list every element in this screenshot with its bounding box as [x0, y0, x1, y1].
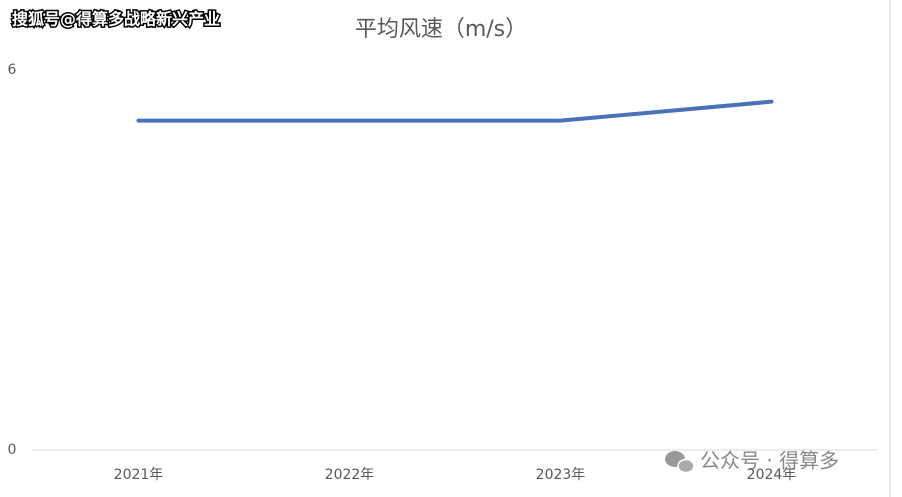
y-tick-label: 6 — [8, 62, 17, 78]
x-tick-label: 2022年 — [325, 467, 375, 483]
x-tick-label: 2023年 — [536, 467, 586, 483]
x-tick-label: 2021年 — [114, 467, 164, 483]
data-line — [136, 99, 774, 123]
watermark: 搜狐号@得算多战略新兴产业 — [12, 10, 220, 29]
watermark: 公众号 · 得算多 — [700, 449, 839, 473]
chart-title: 平均风速（m/s） — [355, 17, 527, 42]
wechat-icon — [665, 451, 695, 474]
x-tick-label: 2024年 — [747, 467, 797, 483]
y-tick-label: 0 — [8, 442, 17, 458]
